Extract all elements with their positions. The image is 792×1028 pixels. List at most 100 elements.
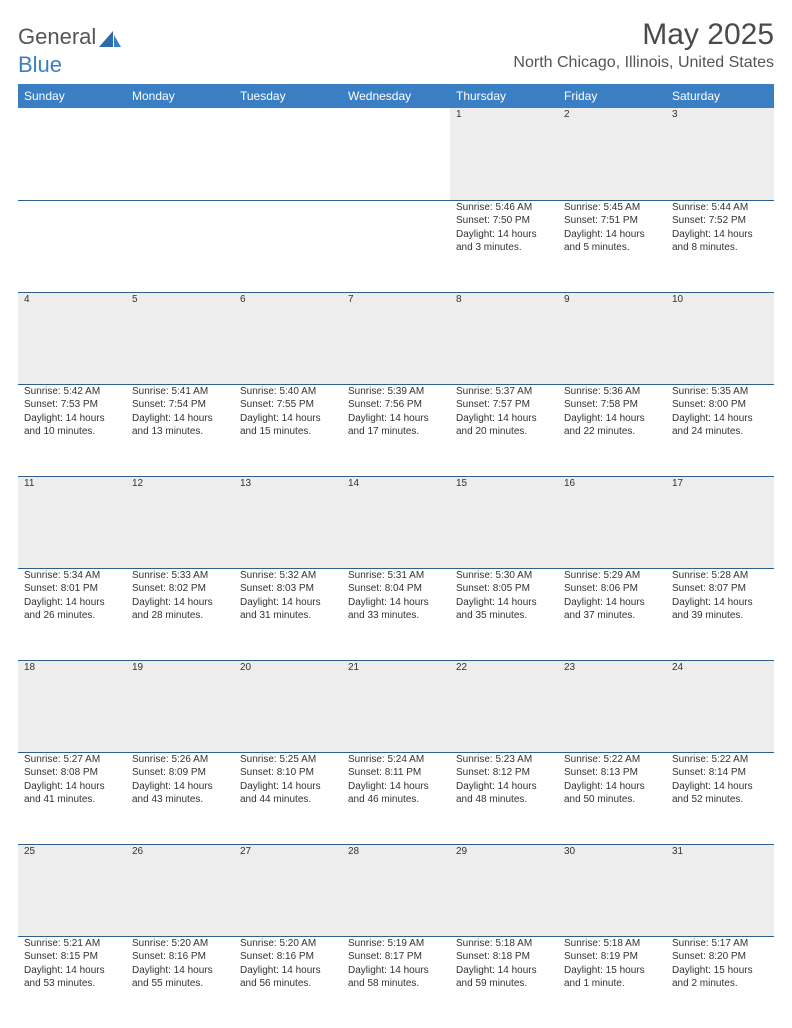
day-number-cell: 7 [342, 292, 450, 384]
day-line: Sunset: 8:04 PM [348, 582, 444, 596]
day-line: Sunrise: 5:44 AM [672, 201, 768, 215]
weekday-monday: Monday [126, 84, 234, 108]
week-row: Sunrise: 5:46 AMSunset: 7:50 PMDaylight:… [18, 200, 774, 292]
day-cell: Sunrise: 5:19 AMSunset: 8:17 PMDaylight:… [342, 936, 450, 1028]
day-line: and 3 minutes. [456, 241, 552, 255]
day-cell [18, 200, 126, 292]
day-line: and 2 minutes. [672, 977, 768, 991]
day-line: and 37 minutes. [564, 609, 660, 623]
day-line: Sunset: 8:01 PM [24, 582, 120, 596]
day-line: Sunset: 8:19 PM [564, 950, 660, 964]
weekday-header-row: SundayMondayTuesdayWednesdayThursdayFrid… [18, 84, 774, 108]
day-number-cell: 10 [666, 292, 774, 384]
day-cell [234, 200, 342, 292]
title-month: May 2025 [513, 18, 774, 52]
day-cell: Sunrise: 5:30 AMSunset: 8:05 PMDaylight:… [450, 568, 558, 660]
day-line: Sunset: 7:56 PM [348, 398, 444, 412]
day-line: Sunset: 7:57 PM [456, 398, 552, 412]
day-line: Sunrise: 5:35 AM [672, 385, 768, 399]
logo-text-general: General [18, 24, 96, 50]
day-line: and 31 minutes. [240, 609, 336, 623]
day-line: Daylight: 14 hours [132, 412, 228, 426]
day-line: Sunset: 8:20 PM [672, 950, 768, 964]
day-number-cell: 31 [666, 844, 774, 936]
day-line: Sunset: 8:10 PM [240, 766, 336, 780]
day-line: Daylight: 15 hours [672, 964, 768, 978]
day-line: Sunset: 8:12 PM [456, 766, 552, 780]
day-line: Sunset: 7:51 PM [564, 214, 660, 228]
day-cell: Sunrise: 5:24 AMSunset: 8:11 PMDaylight:… [342, 752, 450, 844]
title-location: North Chicago, Illinois, United States [513, 54, 774, 72]
day-line: and 1 minute. [564, 977, 660, 991]
day-line: Sunrise: 5:28 AM [672, 569, 768, 583]
day-line: and 44 minutes. [240, 793, 336, 807]
day-line: Sunrise: 5:25 AM [240, 753, 336, 767]
day-line: Sunset: 8:16 PM [240, 950, 336, 964]
day-line: Sunrise: 5:22 AM [672, 753, 768, 767]
day-line: Sunrise: 5:20 AM [132, 937, 228, 951]
day-number-cell: 29 [450, 844, 558, 936]
day-number-cell: 24 [666, 660, 774, 752]
day-line: Daylight: 14 hours [24, 780, 120, 794]
weekday-saturday: Saturday [666, 84, 774, 108]
day-line: Sunrise: 5:41 AM [132, 385, 228, 399]
day-line: Sunset: 8:08 PM [24, 766, 120, 780]
day-cell: Sunrise: 5:29 AMSunset: 8:06 PMDaylight:… [558, 568, 666, 660]
day-line: and 52 minutes. [672, 793, 768, 807]
daynum-row: 11121314151617 [18, 476, 774, 568]
day-line: Sunrise: 5:18 AM [456, 937, 552, 951]
day-line: Sunset: 8:13 PM [564, 766, 660, 780]
day-line: Daylight: 14 hours [672, 596, 768, 610]
day-line: Sunset: 8:03 PM [240, 582, 336, 596]
day-line: Sunrise: 5:26 AM [132, 753, 228, 767]
day-line: Sunrise: 5:37 AM [456, 385, 552, 399]
day-line: and 22 minutes. [564, 425, 660, 439]
day-cell: Sunrise: 5:26 AMSunset: 8:09 PMDaylight:… [126, 752, 234, 844]
day-number-cell: 2 [558, 108, 666, 200]
day-line: and 53 minutes. [24, 977, 120, 991]
day-cell: Sunrise: 5:22 AMSunset: 8:13 PMDaylight:… [558, 752, 666, 844]
day-line: Sunset: 8:17 PM [348, 950, 444, 964]
day-line: Daylight: 14 hours [672, 228, 768, 242]
day-cell: Sunrise: 5:40 AMSunset: 7:55 PMDaylight:… [234, 384, 342, 476]
day-cell: Sunrise: 5:34 AMSunset: 8:01 PMDaylight:… [18, 568, 126, 660]
day-number-cell: 19 [126, 660, 234, 752]
logo: General [18, 24, 121, 50]
week-row: Sunrise: 5:42 AMSunset: 7:53 PMDaylight:… [18, 384, 774, 476]
logo-text-blue: Blue [18, 52, 62, 78]
day-line: Daylight: 14 hours [456, 964, 552, 978]
day-line: and 39 minutes. [672, 609, 768, 623]
day-line: Daylight: 14 hours [456, 596, 552, 610]
day-line: Daylight: 14 hours [132, 780, 228, 794]
weekday-friday: Friday [558, 84, 666, 108]
day-cell [126, 200, 234, 292]
day-line: Daylight: 14 hours [132, 596, 228, 610]
day-line: and 41 minutes. [24, 793, 120, 807]
day-line: Sunset: 7:58 PM [564, 398, 660, 412]
day-line: Sunrise: 5:45 AM [564, 201, 660, 215]
day-line: Daylight: 14 hours [24, 964, 120, 978]
day-number-cell: 4 [18, 292, 126, 384]
day-cell: Sunrise: 5:20 AMSunset: 8:16 PMDaylight:… [126, 936, 234, 1028]
day-number-cell: 25 [18, 844, 126, 936]
day-line: Sunrise: 5:32 AM [240, 569, 336, 583]
day-line: and 58 minutes. [348, 977, 444, 991]
day-cell: Sunrise: 5:46 AMSunset: 7:50 PMDaylight:… [450, 200, 558, 292]
day-number-cell: 8 [450, 292, 558, 384]
day-number-cell: 27 [234, 844, 342, 936]
day-line: Sunset: 7:54 PM [132, 398, 228, 412]
day-line: and 5 minutes. [564, 241, 660, 255]
day-cell: Sunrise: 5:45 AMSunset: 7:51 PMDaylight:… [558, 200, 666, 292]
day-cell: Sunrise: 5:18 AMSunset: 8:18 PMDaylight:… [450, 936, 558, 1028]
day-number-cell: 16 [558, 476, 666, 568]
daynum-row: 45678910 [18, 292, 774, 384]
day-line: Sunrise: 5:34 AM [24, 569, 120, 583]
day-number-cell: 9 [558, 292, 666, 384]
day-line: and 26 minutes. [24, 609, 120, 623]
day-number-cell: 6 [234, 292, 342, 384]
day-cell: Sunrise: 5:17 AMSunset: 8:20 PMDaylight:… [666, 936, 774, 1028]
day-line: Sunrise: 5:39 AM [348, 385, 444, 399]
day-line: Daylight: 14 hours [240, 964, 336, 978]
day-number-cell: 3 [666, 108, 774, 200]
day-line: Sunrise: 5:19 AM [348, 937, 444, 951]
